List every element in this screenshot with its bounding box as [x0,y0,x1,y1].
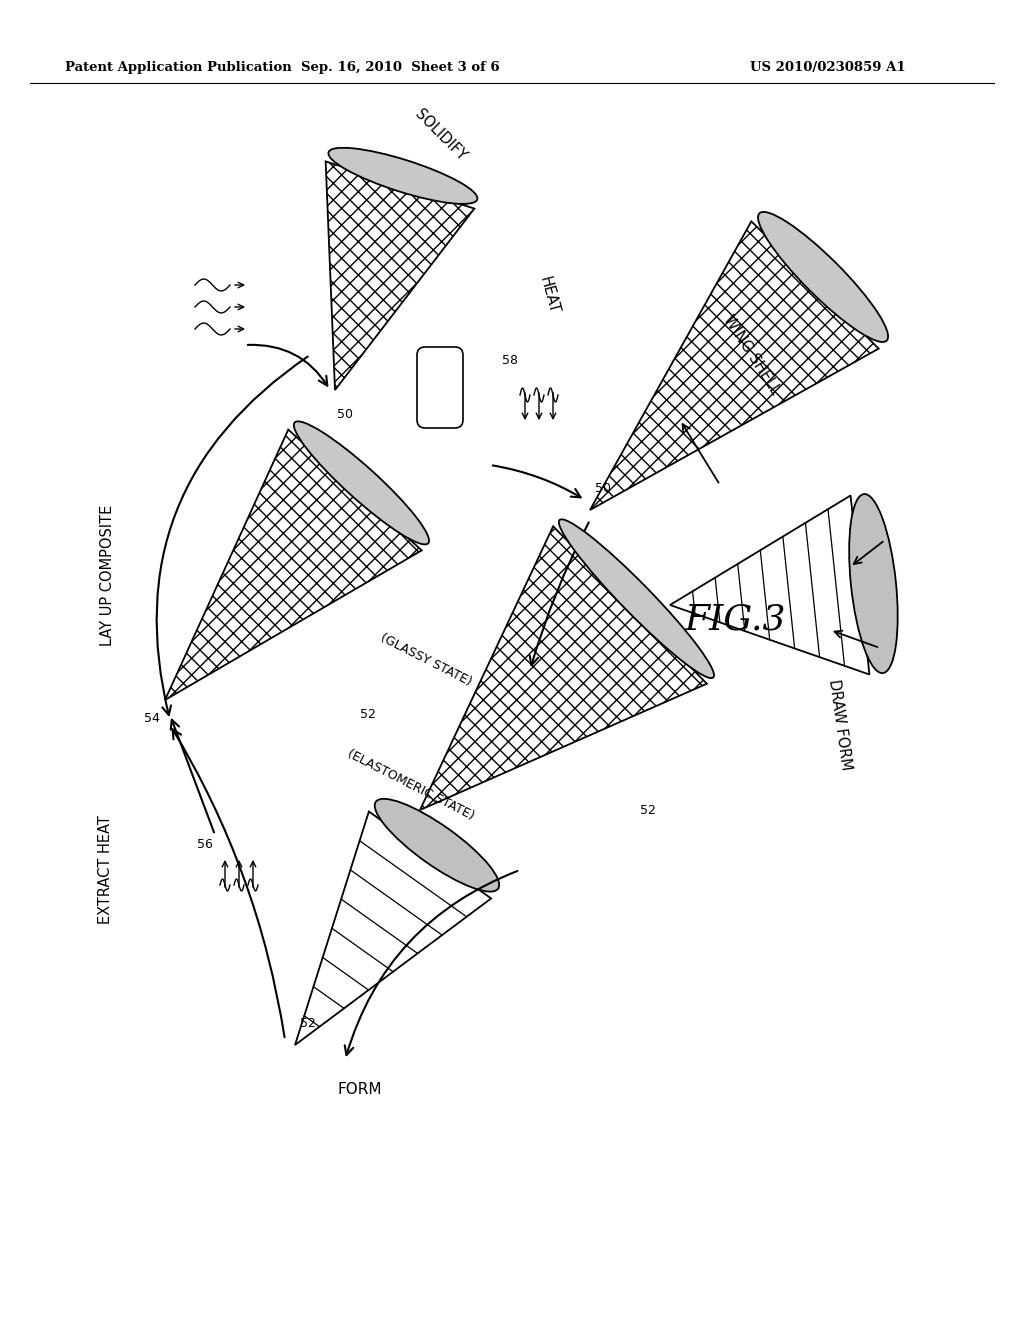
Text: WING SHELL: WING SHELL [721,313,783,397]
Text: 56: 56 [197,838,213,851]
Text: 52: 52 [300,1016,315,1030]
Text: HEAT: HEAT [537,275,561,315]
Text: 54: 54 [144,711,160,725]
Ellipse shape [559,519,714,678]
Text: 50: 50 [337,408,353,421]
Polygon shape [670,495,869,675]
Text: EXTRACT HEAT: EXTRACT HEAT [97,816,113,924]
Text: (GLASSY STATE): (GLASSY STATE) [378,631,474,689]
Ellipse shape [758,213,888,342]
Text: Sep. 16, 2010  Sheet 3 of 6: Sep. 16, 2010 Sheet 3 of 6 [301,61,500,74]
Ellipse shape [375,799,499,891]
Ellipse shape [294,421,429,544]
Ellipse shape [329,148,477,203]
Text: DRAW FORM: DRAW FORM [826,678,854,771]
Text: 52: 52 [640,804,656,817]
Polygon shape [420,527,707,810]
Text: FORM: FORM [338,1082,382,1097]
Text: 52: 52 [360,709,376,722]
Text: SOLIDIFY: SOLIDIFY [412,107,469,164]
Text: (ELASTOMERIC STATE): (ELASTOMERIC STATE) [345,747,476,822]
Text: LAY UP COMPOSITE: LAY UP COMPOSITE [100,504,116,645]
Text: 52: 52 [447,408,463,421]
Text: US 2010/0230859 A1: US 2010/0230859 A1 [750,61,905,74]
Ellipse shape [849,494,898,673]
Text: 58: 58 [502,354,518,367]
FancyBboxPatch shape [417,347,463,428]
Text: 50: 50 [595,482,611,495]
Polygon shape [165,429,422,700]
Polygon shape [326,161,474,389]
Text: 50: 50 [422,825,438,838]
Text: Patent Application Publication: Patent Application Publication [65,61,292,74]
Polygon shape [590,222,879,510]
Polygon shape [295,812,492,1045]
Text: FIG.3: FIG.3 [684,603,785,638]
